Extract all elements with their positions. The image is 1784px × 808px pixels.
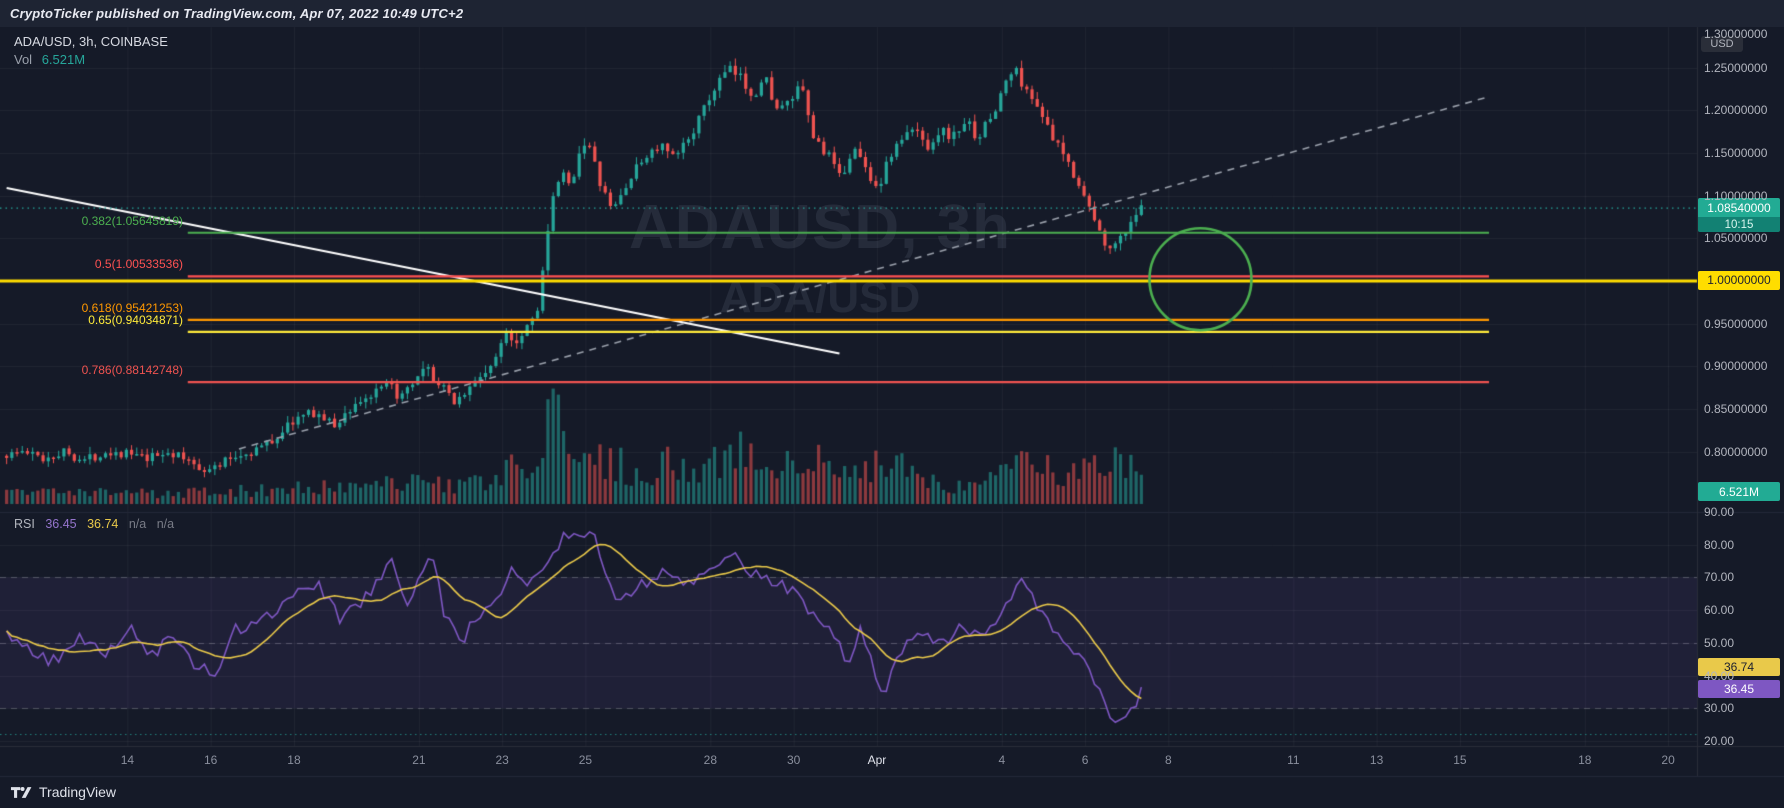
bar-countdown: 10:15 — [1698, 217, 1780, 233]
rsi-legend[interactable]: RSI 36.45 36.74 n/a n/a — [14, 517, 174, 531]
tradingview-brand[interactable]: TradingView — [39, 784, 117, 800]
time-axis-label: 13 — [1369, 753, 1384, 767]
time-axis-label: 20 — [1661, 753, 1675, 767]
rsi-na-2: n/a — [156, 517, 175, 531]
time-axis-label: 25 — [578, 753, 593, 767]
rsi-axis-label: 50.00 — [1704, 635, 1735, 650]
volume-label: Vol — [14, 52, 33, 67]
current-price-badge: 1.08540000 10:15 — [1698, 198, 1780, 233]
rsi-value-badge: 36.45 — [1698, 680, 1780, 699]
rsi-ma-badge: 36.74 — [1698, 658, 1780, 677]
time-axis-label: 21 — [412, 753, 426, 767]
rsi-ma-value: 36.74 — [87, 517, 119, 531]
rsi-axis-label: 40.00 — [1704, 668, 1735, 683]
time-axis-label: 4 — [998, 753, 1006, 767]
price-axis-label: 1.05000000 — [1704, 231, 1768, 246]
level-price-badge: 1.00000000 — [1698, 270, 1780, 290]
price-axis-label: 0.90000000 — [1704, 359, 1768, 374]
time-axis-label: 18 — [1578, 753, 1592, 767]
volume-value-badge: 6.521M — [1698, 482, 1780, 501]
rsi-axis-label: 80.00 — [1704, 537, 1735, 552]
price-axis-label: 1.25000000 — [1704, 60, 1768, 75]
price-axis-label: 0.80000000 — [1704, 444, 1768, 459]
tradingview-logo-icon[interactable] — [10, 784, 32, 801]
time-axis-label: Apr — [867, 753, 887, 767]
time-axis-label: 16 — [203, 753, 218, 767]
price-axis-label: 1.20000000 — [1704, 103, 1768, 118]
time-axis-label: 8 — [1165, 753, 1172, 767]
currency-unit-badge[interactable]: USD — [1701, 36, 1743, 52]
time-axis-label: 28 — [703, 753, 718, 767]
price-axis-label: 1.10000000 — [1704, 188, 1768, 203]
time-axis-label: 14 — [120, 753, 135, 767]
time-axis-label: 30 — [786, 753, 801, 767]
price-axis-label: 1.30000000 — [1704, 27, 1768, 41]
rsi-axis-label: 30.00 — [1704, 701, 1735, 716]
rsi-axis-label: 60.00 — [1704, 603, 1735, 618]
price-axis-label: 1.15000000 — [1704, 145, 1768, 160]
time-axis[interactable]: 14 16 18 21 23 25 28 30 Apr 4 6 8 11 13 15 18 20 — [0, 746, 1697, 776]
footer: TradingView — [0, 776, 1784, 808]
symbol-title[interactable]: ADA/USD, 3h, COINBASE — [14, 34, 168, 49]
current-price-value: 1.08540000 — [1698, 198, 1780, 218]
rsi-axis-label: 20.00 — [1704, 733, 1735, 748]
volume-value: 6.521M — [41, 52, 86, 67]
rsi-axis-label: 90.00 — [1704, 505, 1735, 519]
rsi-axis-label: 70.00 — [1704, 570, 1735, 585]
rsi-na-1: n/a — [128, 517, 147, 531]
price-axis-label: 0.85000000 — [1704, 401, 1768, 416]
price-axis[interactable]: USD 1.08540000 10:15 1.00000000 6.521M 3… — [1697, 27, 1784, 748]
time-axis-label: 18 — [287, 753, 301, 767]
rsi-value: 36.45 — [45, 517, 77, 531]
rsi-title[interactable]: RSI — [14, 517, 35, 531]
symbol-legend[interactable]: ADA/USD, 3h, COINBASE Vol 6.521M — [14, 33, 168, 69]
publish-info-bar: CryptoTicker published on TradingView.co… — [0, 0, 1784, 27]
time-axis-label: 11 — [1287, 753, 1300, 767]
time-axis-label: 6 — [1081, 753, 1089, 767]
time-axis-label: 15 — [1453, 753, 1467, 767]
price-axis-label: 0.95000000 — [1704, 316, 1768, 331]
time-axis-label: 23 — [495, 753, 509, 767]
publish-info-text: CryptoTicker published on TradingView.co… — [10, 6, 464, 21]
